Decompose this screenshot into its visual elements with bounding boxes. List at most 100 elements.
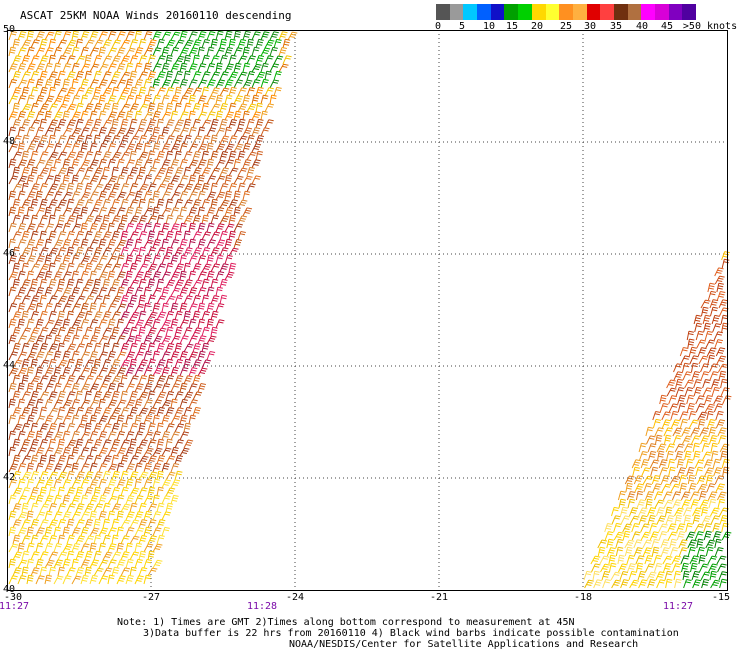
- wind-barb: [93, 231, 103, 241]
- wind-barb: [62, 543, 73, 553]
- wind-barb: [174, 310, 183, 321]
- wind-barb: [44, 334, 53, 345]
- wind-barb: [147, 550, 155, 561]
- wind-barb: [53, 319, 63, 329]
- wind-barb: [138, 135, 148, 145]
- wind-barb: [192, 343, 201, 353]
- wind-barb: [129, 326, 138, 337]
- wind-barb: [75, 295, 86, 305]
- wind-barb: [80, 142, 88, 153]
- wind-barb: [685, 531, 696, 541]
- wind-barb: [53, 255, 62, 265]
- wind-barb: [152, 302, 161, 313]
- wind-barb: [120, 87, 131, 97]
- wind-barb: [170, 159, 180, 169]
- wind-barb: [694, 322, 702, 333]
- wind-barb: [26, 318, 35, 329]
- wind-barb: [287, 31, 298, 41]
- wind-barb: [233, 190, 241, 201]
- wind-barb: [102, 87, 113, 97]
- wind-barb: [98, 63, 109, 73]
- wind-barb: [224, 111, 234, 121]
- wind-barb: [30, 214, 38, 225]
- wind-barb: [26, 159, 36, 169]
- wind-barb: [206, 46, 215, 57]
- wind-barb: [57, 342, 65, 353]
- wind-barb: [17, 575, 27, 585]
- color-scale-bar: [436, 4, 697, 20]
- wind-barb: [678, 547, 688, 557]
- wind-barb: [183, 134, 192, 145]
- wind-barb: [170, 175, 180, 185]
- wind-barb: [125, 574, 134, 585]
- wind-barb: [165, 230, 174, 241]
- wind-barb: [21, 455, 32, 465]
- wind-barb: [89, 462, 98, 473]
- wind-barb: [246, 103, 257, 113]
- wind-barb: [44, 127, 55, 137]
- wind-barb: [66, 470, 75, 481]
- wind-barb: [80, 414, 89, 425]
- color-swatch: [463, 4, 478, 20]
- wind-barb: [35, 415, 46, 425]
- wind-barb: [35, 527, 45, 537]
- wind-barb: [125, 95, 135, 105]
- wind-barb: [170, 63, 180, 73]
- wind-barb: [116, 174, 125, 185]
- wind-barb: [102, 294, 111, 305]
- wind-barb: [93, 391, 103, 401]
- wind-barb: [66, 295, 76, 305]
- wind-barb: [210, 71, 221, 81]
- color-scale-label: 5: [458, 21, 466, 32]
- wind-barb: [651, 546, 660, 557]
- wind-barb: [44, 31, 55, 41]
- wind-barb: [147, 567, 158, 577]
- wind-barb: [183, 87, 194, 97]
- wind-barb: [98, 559, 109, 569]
- wind-barb: [165, 135, 175, 145]
- wind-barb: [125, 463, 135, 473]
- wind-barb: [93, 247, 103, 257]
- wind-barb: [219, 151, 228, 161]
- wind-barb: [12, 151, 23, 161]
- wind-barb: [174, 423, 185, 433]
- wind-barb: [237, 231, 246, 241]
- wind-barb: [116, 254, 125, 265]
- wind-barb: [161, 414, 170, 425]
- wind-barb: [152, 431, 161, 441]
- wind-barb: [179, 95, 189, 105]
- wind-barb: [665, 578, 673, 589]
- wind-barb: [71, 46, 80, 57]
- wind-barb: [75, 486, 84, 497]
- wind-barb: [179, 302, 188, 313]
- wind-barb: [152, 94, 161, 105]
- wind-barb: [206, 254, 214, 265]
- wind-barb: [629, 507, 638, 517]
- wind-barb: [692, 507, 702, 517]
- wind-barb: [684, 379, 694, 389]
- wind-barb: [273, 86, 282, 97]
- wind-barb: [674, 578, 682, 589]
- wind-barb: [93, 486, 101, 497]
- wind-barb: [170, 479, 181, 489]
- wind-barb: [188, 303, 198, 313]
- wind-barb: [695, 466, 704, 477]
- wind-barb: [716, 555, 727, 565]
- wind-barb: [66, 518, 75, 529]
- wind-barb: [44, 510, 53, 521]
- wind-barb: [165, 358, 174, 369]
- wind-barb: [125, 206, 134, 217]
- wind-barb: [62, 446, 71, 457]
- wind-barb: [689, 355, 699, 365]
- wind-barb: [653, 554, 662, 565]
- wind-barb: [39, 327, 49, 337]
- wind-barb: [206, 302, 215, 313]
- wind-barb: [120, 486, 129, 497]
- wind-barb: [12, 71, 21, 81]
- wind-barb: [134, 542, 142, 553]
- wind-barb: [714, 547, 724, 557]
- wind-barb: [161, 511, 171, 521]
- wind-barb: [632, 466, 640, 477]
- wind-barb: [143, 286, 151, 297]
- wind-barb: [134, 478, 142, 489]
